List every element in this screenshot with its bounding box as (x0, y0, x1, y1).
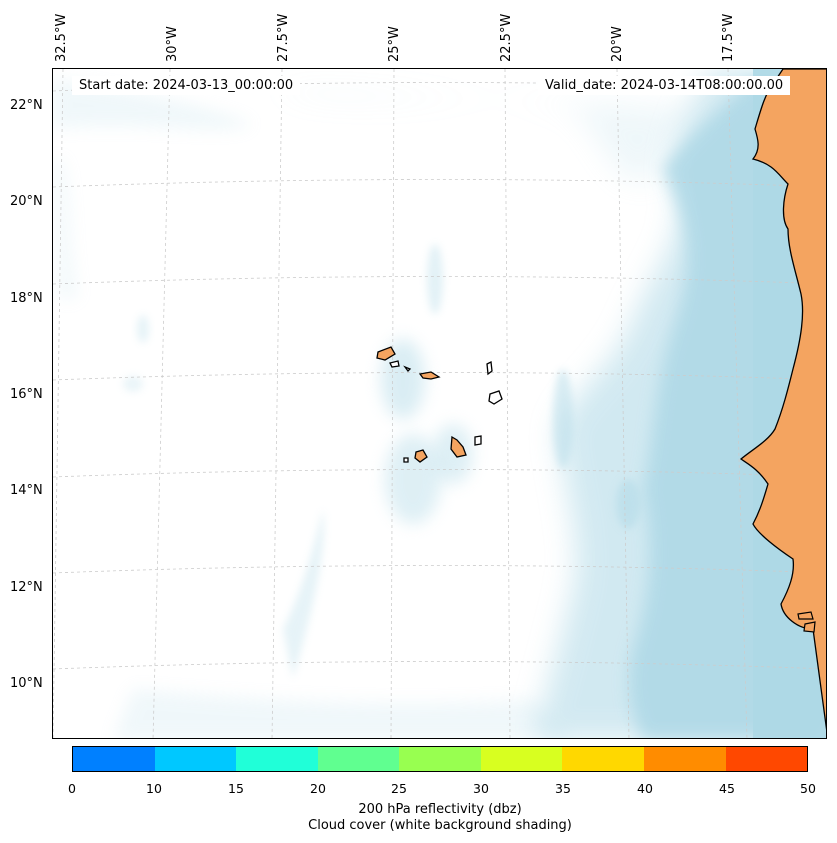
lon-label-22-5w: 22.5°W (499, 13, 514, 62)
lat-label-14n: 14°N (10, 483, 43, 498)
coastal-islands (797, 611, 816, 633)
colorbar-tick-15: 15 (228, 781, 244, 796)
lat-label-20n: 20°N (10, 194, 43, 209)
island-santo-antao (376, 346, 396, 361)
island-santiago (450, 435, 467, 458)
island-brava (403, 457, 409, 463)
island-fogo (414, 449, 428, 463)
lat-label-16n: 16°N (10, 387, 43, 402)
colorbar-tick-40: 40 (637, 781, 653, 796)
lon-label-17-5w: 17.5°W (721, 13, 736, 62)
island-sao-nicolau (418, 371, 441, 380)
start-date-label: Start date: 2024-03-13_00:00:00 (72, 76, 301, 95)
island-sao-vicente (389, 360, 400, 368)
colorbar-label-reflectivity: 200 hPa reflectivity (dbz) (358, 802, 522, 817)
colorbar-tick-35: 35 (555, 781, 571, 796)
colorbar-tick-20: 20 (310, 781, 326, 796)
cloud-cover-layer (53, 69, 826, 738)
colorbar-segment-2 (236, 747, 318, 771)
island-sal (486, 361, 493, 376)
colorbar (72, 746, 808, 772)
colorbar-segment-7 (643, 747, 726, 771)
lat-label-22n: 22°N (10, 98, 43, 113)
lon-label-27-5w: 27.5°W (276, 13, 291, 62)
lon-label-20w: 20°W (610, 26, 625, 62)
lat-label-12n: 12°N (10, 580, 43, 595)
valid-date-label: Valid_date: 2024-03-14T08:00:00.00 (538, 76, 791, 95)
colorbar-segment-0 (73, 747, 155, 771)
map-panel[interactable] (52, 68, 827, 739)
island-santa-luzia (403, 365, 412, 372)
island-boa-vista (488, 390, 503, 405)
colorbar-label-cloud-cover: Cloud cover (white background shading) (308, 818, 572, 833)
lon-label-32-5w: 32.5°W (54, 13, 69, 62)
colorbar-tick-25: 25 (391, 781, 407, 796)
lat-label-18n: 18°N (10, 291, 43, 306)
map-canvas (53, 69, 826, 738)
lon-label-30w: 30°W (165, 26, 180, 62)
island-maio (474, 435, 482, 446)
africa-coast-landmass (739, 69, 826, 731)
lon-label-25w: 25°W (387, 26, 402, 62)
colorbar-tick-0: 0 (68, 781, 76, 796)
colorbar-segment-3 (317, 747, 400, 771)
colorbar-tick-10: 10 (146, 781, 162, 796)
colorbar-segment-6 (562, 747, 644, 771)
colorbar-segment-4 (399, 747, 481, 771)
colorbar-segment-1 (154, 747, 237, 771)
colorbar-segment-8 (725, 747, 808, 771)
cape-verde-islands (376, 346, 503, 463)
colorbar-tick-50: 50 (800, 781, 816, 796)
colorbar-tick-45: 45 (719, 781, 735, 796)
graticule (53, 69, 826, 738)
colorbar-tick-30: 30 (473, 781, 489, 796)
colorbar-segment-5 (480, 747, 563, 771)
lat-label-10n: 10°N (10, 676, 43, 691)
